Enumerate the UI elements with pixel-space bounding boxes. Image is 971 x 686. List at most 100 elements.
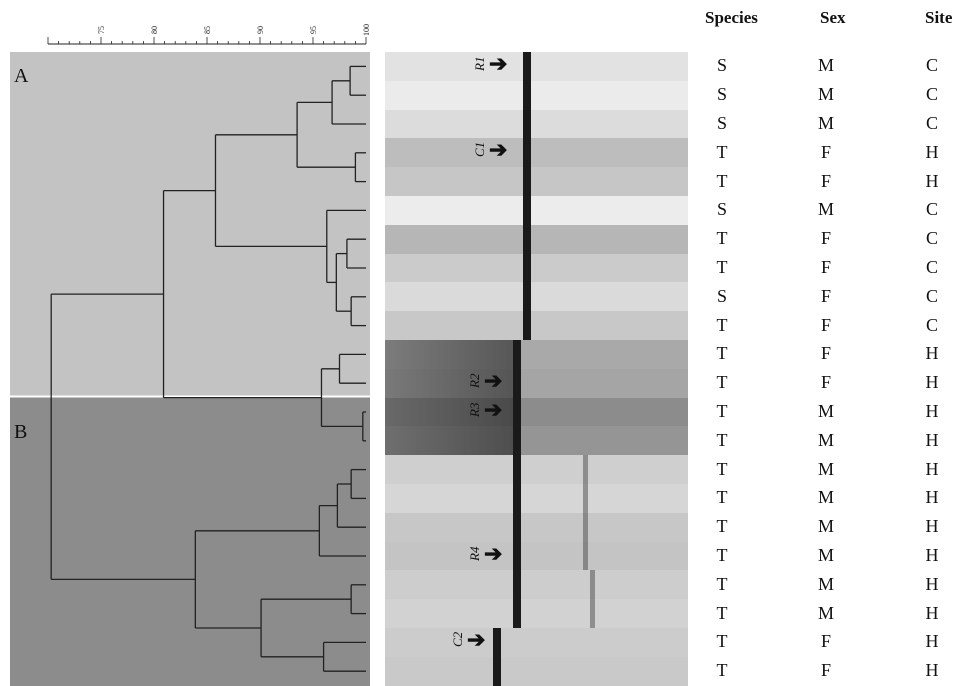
gel-lane	[385, 656, 688, 686]
cell-sex: M	[817, 429, 834, 450]
gel-band	[523, 80, 531, 110]
cell-species: T	[716, 516, 728, 537]
cell-site: C	[925, 285, 938, 306]
arrow-right-icon: ➔	[484, 396, 503, 422]
gel-band	[513, 455, 521, 484]
arrow-right-icon: ➔	[489, 137, 508, 163]
cell-site: H	[925, 573, 939, 594]
cell-species: T	[716, 343, 728, 364]
cluster-a-label: A	[14, 65, 29, 87]
cell-site: H	[925, 487, 939, 508]
cell-sex: F	[820, 285, 831, 306]
table-header-sex: Sex	[820, 8, 846, 27]
cluster-a-region	[10, 52, 370, 396]
cell-site: H	[925, 343, 939, 364]
gel-band	[513, 570, 521, 600]
gel-band	[523, 311, 531, 340]
gel-lane	[385, 512, 688, 542]
gel-smear	[385, 426, 513, 456]
gel-band-secondary	[583, 455, 588, 484]
cell-site: H	[925, 170, 939, 191]
cell-site: H	[925, 141, 939, 162]
gel-band	[513, 484, 521, 513]
cluster-b-region	[10, 397, 370, 686]
gel-band	[513, 426, 521, 456]
cell-site: C	[925, 199, 938, 220]
gel-lane	[385, 484, 688, 513]
cell-species: T	[716, 228, 728, 249]
cell-site: C	[925, 113, 938, 133]
cell-species: T	[716, 573, 728, 594]
cell-species: T	[716, 487, 728, 508]
cell-site: C	[925, 257, 938, 277]
cell-sex: F	[820, 372, 831, 393]
cell-site: C	[925, 55, 938, 76]
gel-marker-label: R2	[467, 373, 482, 388]
cell-site: C	[925, 84, 938, 105]
table-header-site: Site	[925, 8, 953, 27]
dendrogram: A B 75 80 85 90 95 100	[10, 24, 371, 686]
cell-site: H	[925, 545, 939, 565]
gel-lane	[385, 426, 688, 456]
gel-marker-label: C2	[450, 631, 465, 647]
cell-sex: M	[817, 84, 834, 105]
cell-species: T	[716, 545, 728, 565]
cell-sex: M	[817, 458, 834, 479]
cell-species: T	[716, 372, 728, 393]
cell-sex: F	[820, 141, 831, 162]
gel-lane	[385, 455, 688, 484]
dendrogram-tree	[50, 65, 366, 672]
cell-site: H	[925, 631, 939, 652]
gel-marker-label: C1	[472, 142, 487, 158]
cell-site: H	[925, 516, 939, 537]
gel-marker-r4: R4 ➔	[467, 542, 502, 564]
cell-sex: M	[817, 401, 834, 421]
gel-lane	[385, 224, 688, 254]
gel-smear	[385, 397, 513, 427]
cell-sex: F	[820, 257, 831, 277]
gel-band	[523, 224, 531, 254]
cell-sex: M	[817, 487, 834, 508]
gel-band	[523, 109, 531, 139]
cell-species: T	[716, 458, 728, 479]
cell-site: C	[925, 314, 938, 335]
cell-species: T	[716, 257, 728, 277]
gel-band-secondary	[590, 599, 595, 628]
gel-marker-r1: R1 ➔	[472, 52, 508, 76]
gel-lane	[385, 397, 688, 427]
scale-tick-label: 95	[309, 26, 318, 34]
gel-lane	[385, 628, 688, 657]
cell-species: S	[716, 113, 727, 133]
cell-species: T	[716, 170, 728, 191]
cell-site: H	[925, 660, 939, 681]
cell-sex: M	[817, 113, 834, 133]
gel-band	[523, 282, 531, 312]
gel-marker-c1: C1 ➔	[472, 137, 508, 163]
cell-species: T	[716, 631, 728, 652]
cell-sex: F	[820, 228, 831, 249]
gel-marker-label: R3	[467, 402, 482, 417]
cell-species: T	[716, 602, 728, 623]
gel-marker-label: R4	[467, 546, 482, 561]
gel-marker-r3: R3 ➔	[467, 396, 503, 422]
arrow-right-icon: ➔	[489, 52, 508, 76]
scale-tick-label: 75	[97, 26, 106, 34]
cell-site: C	[925, 228, 938, 249]
gel-lane	[385, 599, 688, 628]
cell-site: H	[925, 401, 939, 421]
cell-species: T	[716, 401, 728, 421]
gel-band	[513, 541, 521, 571]
gel-band	[493, 656, 501, 686]
gel-band-secondary	[583, 541, 588, 571]
scale-tick-label: 100	[362, 24, 371, 36]
gel-lane	[385, 311, 688, 340]
gel-band	[523, 167, 531, 196]
cell-species: T	[716, 429, 728, 450]
gel-band	[513, 340, 521, 369]
cell-sex: F	[820, 660, 831, 681]
gel-lane	[385, 340, 688, 369]
cell-sex: F	[820, 170, 831, 191]
cell-sex: F	[820, 314, 831, 335]
gel-band-secondary	[590, 570, 595, 600]
cell-site: H	[925, 429, 939, 450]
